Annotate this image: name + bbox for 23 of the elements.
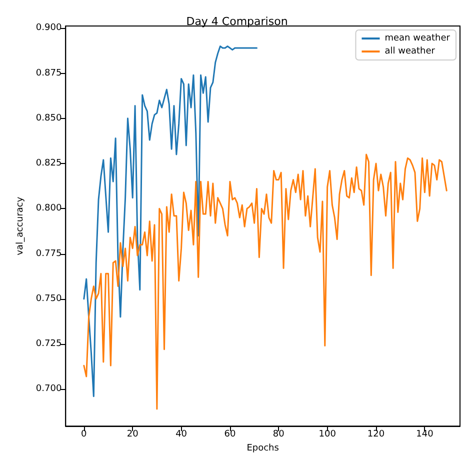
y-tick-label: 0.850 xyxy=(36,113,62,124)
y-tick-label: 0.825 xyxy=(36,158,62,169)
x-axis-title: Epochs xyxy=(246,444,280,454)
y-axis-title: val_accuracy xyxy=(16,196,26,256)
legend-label: mean weather xyxy=(384,34,450,44)
x-tick-label: 20 xyxy=(126,430,139,440)
y-tick-label: 0.875 xyxy=(36,68,62,78)
x-tick-label: 100 xyxy=(318,430,336,440)
y-tick-label: 0.725 xyxy=(36,338,62,349)
x-tick-label: 140 xyxy=(416,430,434,440)
line-series xyxy=(83,45,258,398)
y-tick-label: 0.750 xyxy=(36,294,62,304)
y-tick-label: 0.800 xyxy=(36,204,62,214)
chart-title: Day 4 Comparison xyxy=(186,15,288,28)
y-tick-label: 0.900 xyxy=(36,23,62,34)
x-tick-label: 40 xyxy=(176,430,188,440)
legend-label: all weather xyxy=(384,46,436,56)
x-tick-label: 60 xyxy=(224,430,236,440)
y-tick-label: 0.775 xyxy=(36,248,62,259)
line-series xyxy=(83,154,448,410)
y-tick-label: 0.700 xyxy=(36,384,62,394)
x-tick-label: 80 xyxy=(272,430,285,440)
x-tick-label: 120 xyxy=(367,430,385,440)
